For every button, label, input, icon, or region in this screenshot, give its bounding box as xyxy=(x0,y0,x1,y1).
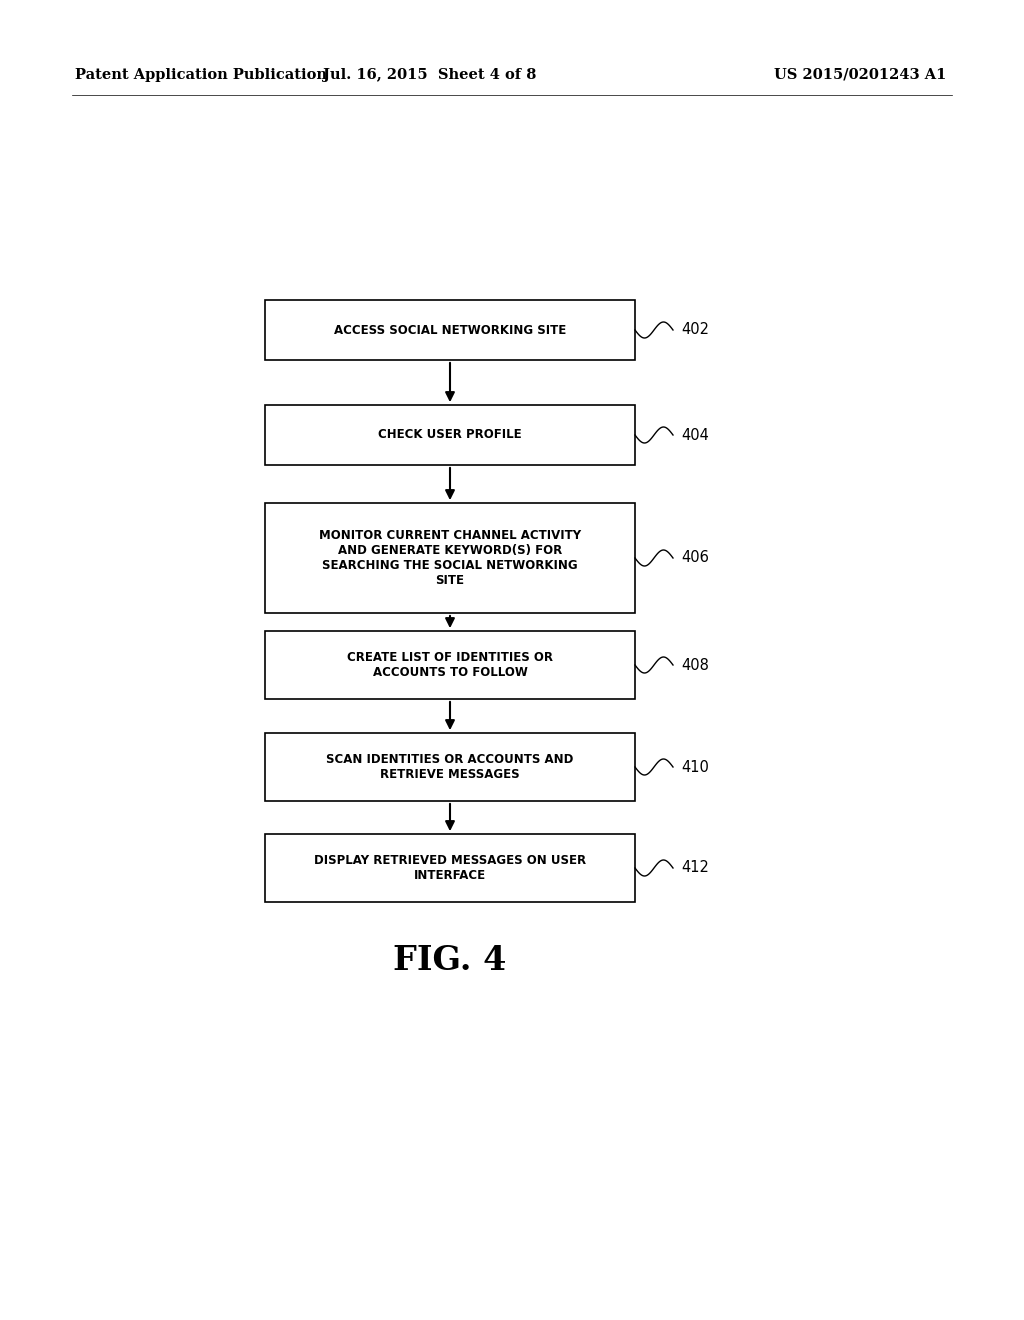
Text: Jul. 16, 2015  Sheet 4 of 8: Jul. 16, 2015 Sheet 4 of 8 xyxy=(324,69,537,82)
Text: 404: 404 xyxy=(681,428,709,442)
Text: Patent Application Publication: Patent Application Publication xyxy=(75,69,327,82)
Text: 408: 408 xyxy=(681,657,709,672)
Text: CHECK USER PROFILE: CHECK USER PROFILE xyxy=(378,429,522,441)
FancyBboxPatch shape xyxy=(265,834,635,902)
Text: US 2015/0201243 A1: US 2015/0201243 A1 xyxy=(774,69,946,82)
Text: 412: 412 xyxy=(681,861,709,875)
FancyBboxPatch shape xyxy=(265,405,635,465)
Text: SCAN IDENTITIES OR ACCOUNTS AND
RETRIEVE MESSAGES: SCAN IDENTITIES OR ACCOUNTS AND RETRIEVE… xyxy=(327,752,573,781)
Text: CREATE LIST OF IDENTITIES OR
ACCOUNTS TO FOLLOW: CREATE LIST OF IDENTITIES OR ACCOUNTS TO… xyxy=(347,651,553,678)
Text: 410: 410 xyxy=(681,759,709,775)
FancyBboxPatch shape xyxy=(265,503,635,612)
Text: MONITOR CURRENT CHANNEL ACTIVITY
AND GENERATE KEYWORD(S) FOR
SEARCHING THE SOCIA: MONITOR CURRENT CHANNEL ACTIVITY AND GEN… xyxy=(318,529,581,587)
Text: FIG. 4: FIG. 4 xyxy=(393,944,507,977)
Text: 402: 402 xyxy=(681,322,709,338)
FancyBboxPatch shape xyxy=(265,733,635,801)
Text: 406: 406 xyxy=(681,550,709,565)
FancyBboxPatch shape xyxy=(265,631,635,700)
Text: ACCESS SOCIAL NETWORKING SITE: ACCESS SOCIAL NETWORKING SITE xyxy=(334,323,566,337)
Text: DISPLAY RETRIEVED MESSAGES ON USER
INTERFACE: DISPLAY RETRIEVED MESSAGES ON USER INTER… xyxy=(314,854,586,882)
FancyBboxPatch shape xyxy=(265,300,635,360)
